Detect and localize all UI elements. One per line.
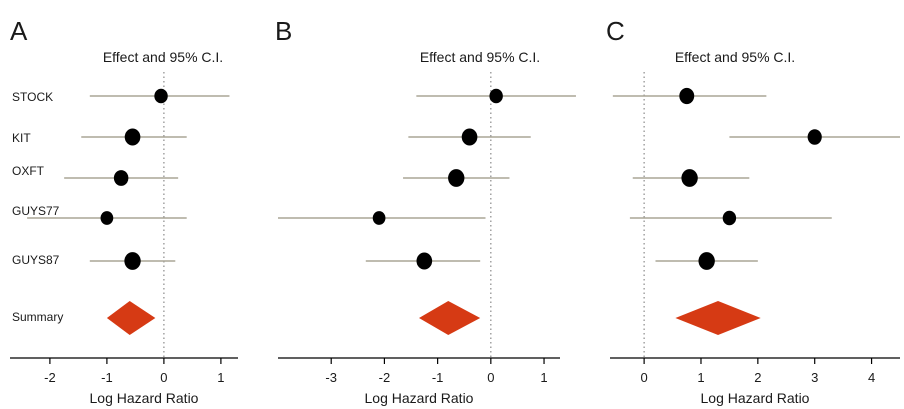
point-estimate xyxy=(448,169,465,187)
point-estimate xyxy=(113,170,129,186)
x-tick-label: 4 xyxy=(868,370,875,385)
x-tick-label: -3 xyxy=(325,370,337,385)
x-axis-label: Log Hazard Ratio xyxy=(90,390,199,406)
study-label: STOCK xyxy=(12,90,53,104)
point-estimate xyxy=(372,211,386,225)
x-tick-label: 0 xyxy=(160,370,167,385)
point-estimate xyxy=(100,211,114,225)
study-label: GUYS77 xyxy=(12,204,60,218)
summary-diamond xyxy=(419,301,481,335)
x-tick-label: 0 xyxy=(487,370,494,385)
panel-label: C xyxy=(606,16,625,46)
study-label: OXFT xyxy=(12,164,45,178)
x-axis-label: Log Hazard Ratio xyxy=(701,390,810,406)
point-estimate xyxy=(489,88,503,104)
x-tick-label: 1 xyxy=(540,370,547,385)
point-estimate xyxy=(461,128,478,146)
panel-title: Effect and 95% C.I. xyxy=(675,49,795,65)
x-axis-label: Log Hazard Ratio xyxy=(365,390,474,406)
study-label: GUYS87 xyxy=(12,253,60,267)
x-tick-label: 1 xyxy=(697,370,704,385)
summary-diamond xyxy=(106,301,156,335)
x-tick-label: -2 xyxy=(44,370,56,385)
point-estimate xyxy=(416,252,433,270)
x-tick-label: -2 xyxy=(379,370,391,385)
point-estimate xyxy=(124,128,141,146)
x-tick-label: -1 xyxy=(432,370,444,385)
x-tick-label: -1 xyxy=(101,370,113,385)
point-estimate xyxy=(722,210,737,226)
x-tick-label: 3 xyxy=(811,370,818,385)
panel-title: Effect and 95% C.I. xyxy=(103,49,223,65)
panel-label: B xyxy=(275,16,292,46)
x-tick-label: 2 xyxy=(754,370,761,385)
point-estimate xyxy=(124,252,141,270)
summary-diamond xyxy=(675,301,761,335)
panel-label: A xyxy=(10,16,28,46)
panel-title: Effect and 95% C.I. xyxy=(420,49,540,65)
point-estimate xyxy=(154,88,168,104)
summary-label: Summary xyxy=(12,310,63,324)
x-tick-label: 0 xyxy=(641,370,648,385)
point-estimate xyxy=(681,169,698,187)
point-estimate xyxy=(698,252,715,270)
point-estimate xyxy=(807,129,822,145)
study-label: KIT xyxy=(12,131,31,145)
point-estimate xyxy=(679,87,695,105)
x-tick-label: 1 xyxy=(217,370,224,385)
